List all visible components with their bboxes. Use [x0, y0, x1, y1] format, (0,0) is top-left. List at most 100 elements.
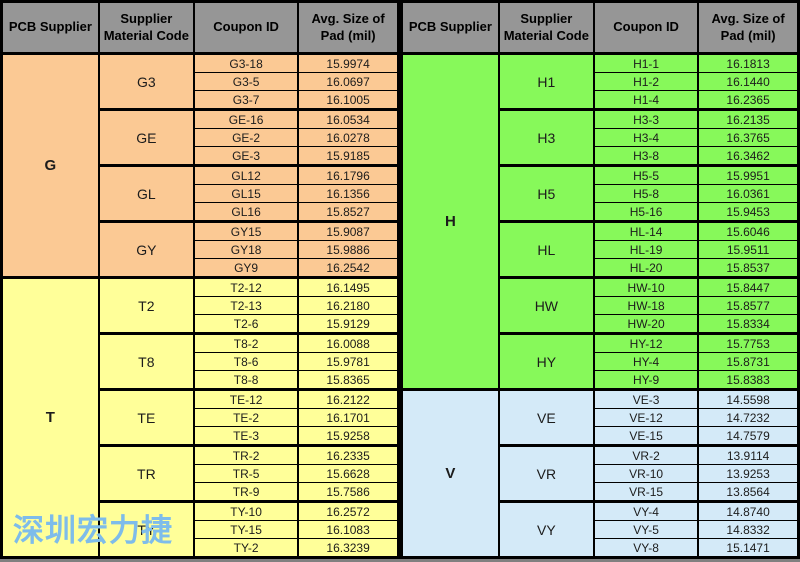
table-row: TR TR-2 16.2335: [2, 444, 400, 502]
table-row: TY-2 16.3239: [2, 538, 400, 558]
coupon-id-cell: TY-15: [192, 520, 300, 539]
table-row: HY-4 15.8731: [402, 352, 800, 371]
avg-pad-size-cell: 16.0697: [297, 72, 400, 91]
table-row: HL-20 15.8537: [402, 258, 800, 278]
material-code-cell-H1: H1: [497, 52, 595, 110]
table-row: G G3 G3-18 15.9974: [0, 52, 400, 278]
coupon-id-cell: VE-3: [592, 388, 700, 409]
coupon-id-cell: H1-2: [592, 72, 700, 91]
coupon-id-cell: TR-9: [192, 482, 300, 502]
table-row: T8-6 15.9781: [2, 352, 400, 371]
avg-pad-size-cell: 15.9781: [297, 352, 400, 371]
material-code-cell-H5: H5: [497, 164, 595, 222]
coupon-id-cell: GY18: [192, 240, 300, 259]
table-row: H5-8 16.0361: [402, 184, 800, 203]
table-row: T2-6 15.9129: [2, 314, 400, 334]
coupon-id-cell: T8-6: [192, 352, 300, 371]
coupon-id-cell: GE-2: [192, 128, 300, 147]
material-code-cell-HY: HY: [497, 332, 595, 390]
coupon-id-cell: HW-20: [592, 314, 700, 334]
supplier-cell-G: G: [0, 52, 100, 278]
avg-pad-size-cell: 15.9087: [297, 220, 400, 241]
coupon-id-cell: HL-14: [592, 220, 700, 241]
material-code-cell-TY: TY: [97, 500, 195, 558]
table-row: HY HY-12 15.7753: [402, 332, 800, 390]
table-row: TE TE-12 16.2122: [2, 388, 400, 446]
table-row: GE-2 16.0278: [2, 128, 400, 147]
avg-pad-size-cell: 16.3462: [697, 146, 800, 166]
avg-pad-size-cell: 15.1471: [697, 538, 800, 558]
table-row: HL HL-14 15.6046: [402, 220, 800, 278]
coupon-id-cell: TE-12: [192, 388, 300, 409]
avg-pad-size-cell: 16.3239: [297, 538, 400, 558]
header-row: PCB Supplier Supplier Material Code Coupon…: [0, 0, 400, 55]
avg-pad-size-cell: 15.8731: [697, 352, 800, 371]
avg-pad-size-cell: 14.5598: [697, 388, 800, 409]
table-row: T8 T8-2 16.0088: [2, 332, 400, 390]
avg-pad-size-cell: 16.3765: [697, 128, 800, 147]
coupon-id-cell: VY-4: [592, 500, 700, 521]
avg-pad-size-cell: 14.8740: [697, 500, 800, 521]
coupon-id-cell: TR-5: [192, 464, 300, 483]
avg-pad-size-cell: 15.9185: [297, 146, 400, 166]
avg-pad-size-cell: 15.7753: [697, 332, 800, 353]
avg-pad-size-cell: 16.2572: [297, 500, 400, 521]
avg-pad-size-cell: 16.0534: [297, 108, 400, 129]
table-row: G3-7 16.1005: [2, 90, 400, 110]
coupon-id-cell: GE-3: [192, 146, 300, 166]
header-row: PCB Supplier Supplier Material Code Coupon…: [400, 0, 800, 55]
coupon-id-cell: VY-5: [592, 520, 700, 539]
avg-pad-size-cell: 15.9951: [697, 164, 800, 185]
coupon-id-cell: GL16: [192, 202, 300, 222]
table-row: VR-10 13.9253: [402, 464, 800, 483]
pcb-supplier-table-2: PCB Supplier Supplier Material Code Coupon…: [400, 0, 800, 559]
coupon-id-cell: H1-4: [592, 90, 700, 110]
avg-pad-size-cell: 15.9511: [697, 240, 800, 259]
table-row: TE-2 16.1701: [2, 408, 400, 427]
table-row: TR-5 15.6628: [2, 464, 400, 483]
avg-pad-size-cell: 16.1701: [297, 408, 400, 427]
table-row: VR VR-2 13.9114: [402, 444, 800, 502]
avg-pad-size-cell: 16.2542: [297, 258, 400, 278]
coupon-id-cell: VR-2: [592, 444, 700, 465]
table-row: TY-15 16.1083: [2, 520, 400, 539]
avg-pad-size-cell: 15.8577: [697, 296, 800, 315]
table-row: G3-5 16.0697: [2, 72, 400, 91]
coupon-id-cell: GL15: [192, 184, 300, 203]
coupon-id-cell: GY15: [192, 220, 300, 241]
coupon-id-cell: H3-4: [592, 128, 700, 147]
material-code-cell-TE: TE: [97, 388, 195, 446]
table-row: GE GE-16 16.0534: [2, 108, 400, 166]
avg-pad-size-cell: 16.1796: [297, 164, 400, 185]
avg-pad-size-cell: 15.9258: [297, 426, 400, 446]
avg-pad-size-cell: 15.8447: [697, 276, 800, 297]
table-row: VR-15 13.8564: [402, 482, 800, 502]
avg-pad-size-cell: 15.9886: [297, 240, 400, 259]
avg-pad-size-cell: 15.8527: [297, 202, 400, 222]
avg-pad-size-cell: 16.0088: [297, 332, 400, 353]
column-header: PCB Supplier: [0, 0, 100, 55]
avg-pad-size-cell: 15.8537: [697, 258, 800, 278]
coupon-id-cell: VE-15: [592, 426, 700, 446]
table-row: H3-8 16.3462: [402, 146, 800, 166]
material-code-cell-HL: HL: [497, 220, 595, 278]
coupon-id-cell: GL12: [192, 164, 300, 185]
column-header: Coupon ID: [192, 0, 300, 55]
column-header: Avg. Size of Pad (mil): [697, 0, 800, 55]
table-row: GE-3 15.9185: [2, 146, 400, 166]
coupon-id-cell: T2-13: [192, 296, 300, 315]
coupon-id-cell: TR-2: [192, 444, 300, 465]
column-header: Supplier Material Code: [497, 0, 595, 55]
coupon-id-cell: TE-2: [192, 408, 300, 427]
material-code-cell-VR: VR: [497, 444, 595, 502]
coupon-id-cell: VR-10: [592, 464, 700, 483]
avg-pad-size-cell: 15.8383: [697, 370, 800, 390]
supplier-cell-V: V: [400, 388, 500, 558]
avg-pad-size-cell: 16.2335: [297, 444, 400, 465]
table-row: H H1 H1-1 16.1813: [400, 52, 800, 390]
avg-pad-size-cell: 14.7579: [697, 426, 800, 446]
avg-pad-size-cell: 16.1356: [297, 184, 400, 203]
coupon-id-cell: T2-12: [192, 276, 300, 297]
